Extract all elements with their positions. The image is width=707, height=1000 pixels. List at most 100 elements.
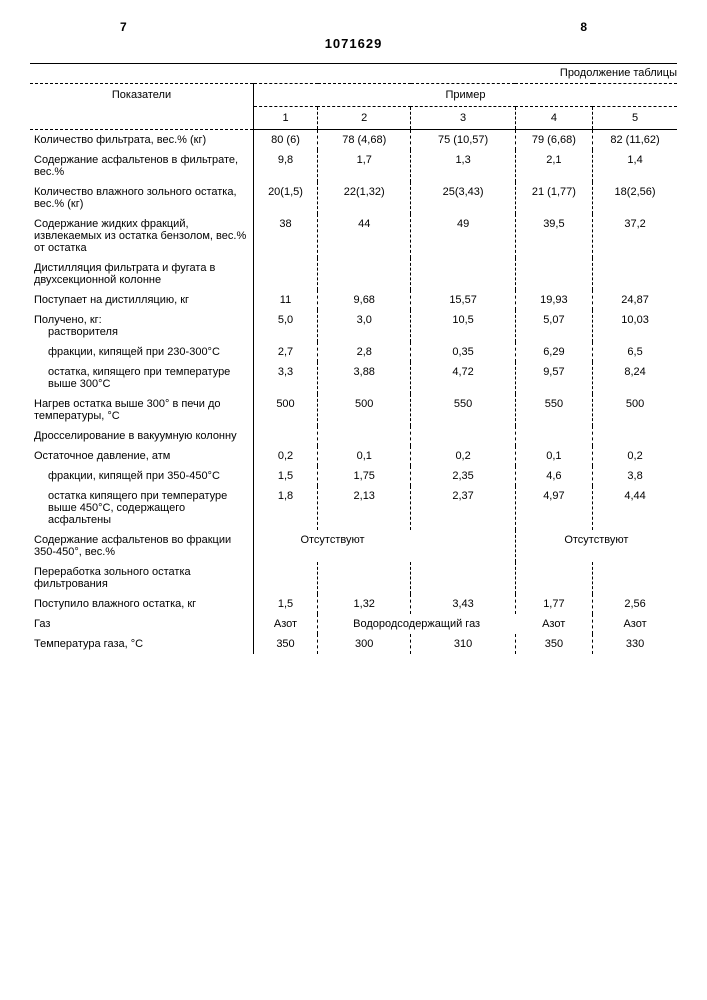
row-val: 2,37 [411, 486, 515, 530]
row-label: Содержание асфальтенов в фильтрате, вес.… [30, 150, 254, 182]
table-row: Получено, кг: растворителя 5,0 3,0 10,5 … [30, 310, 677, 342]
row-val [593, 258, 677, 290]
row-val [318, 258, 411, 290]
row-label: Газ [30, 614, 254, 634]
row-label: Содержание асфальтенов во фракции 350-45… [30, 530, 254, 562]
table-row: фракции, кипящей при 350-450°С 1,5 1,75 … [30, 466, 677, 486]
row-val: 10,03 [593, 310, 677, 342]
header-group: Пример [254, 84, 678, 107]
table-row: Поступает на дистилляцию, кг 11 9,68 15,… [30, 290, 677, 310]
row-val-merged: Отсутствуют [515, 530, 677, 562]
table-row: Газ Азот Водородсодержа­щий газ Азот Азо… [30, 614, 677, 634]
row-label: остатка, кипящего при температуре выше 3… [30, 362, 254, 394]
row-label: Поступает на дистилляцию, кг [30, 290, 254, 310]
row-label: фракции, кипящей при 350-450°С [30, 466, 254, 486]
row-val [254, 258, 318, 290]
page-right: 8 [580, 20, 587, 34]
row-val-merged: Отсутствуют [254, 530, 411, 562]
row-label-sub: растворителя [34, 326, 249, 338]
row-val: 20(1,5) [254, 182, 318, 214]
row-val: 0,2 [254, 446, 318, 466]
header-param: Показатели [30, 84, 254, 130]
row-val: 10,5 [411, 310, 515, 342]
row-val [593, 426, 677, 446]
row-val: 79 (6,68) [515, 130, 592, 151]
row-val [318, 426, 411, 446]
row-val: 5,0 [254, 310, 318, 342]
row-val: 25(3,43) [411, 182, 515, 214]
row-val: 44 [318, 214, 411, 258]
row-val: 2,13 [318, 486, 411, 530]
row-val: 1,4 [593, 150, 677, 182]
row-val: 350 [515, 634, 592, 654]
row-val: 1,77 [515, 594, 592, 614]
row-val: 0,1 [318, 446, 411, 466]
row-label: Содержание жидких фракций, извлекаемых и… [30, 214, 254, 258]
row-label: Получено, кг: растворителя [30, 310, 254, 342]
row-label: Нагрев остатка выше 300° в печи до темпе… [30, 394, 254, 426]
row-val: 49 [411, 214, 515, 258]
row-val: 22(1,32) [318, 182, 411, 214]
row-val: 21 (1,77) [515, 182, 592, 214]
row-val: 5,07 [515, 310, 592, 342]
header-col-4: 4 [515, 107, 592, 130]
row-val: 330 [593, 634, 677, 654]
row-val: 75 (10,57) [411, 130, 515, 151]
row-val: 300 [318, 634, 411, 654]
row-val: 82 (11,62) [593, 130, 677, 151]
row-label: Остаточное давление, атм [30, 446, 254, 466]
row-label: Температура газа, °С [30, 634, 254, 654]
row-label: Поступило влажного остатка, кг [30, 594, 254, 614]
row-val: 1,5 [254, 466, 318, 486]
row-val: 0,2 [411, 446, 515, 466]
row-val: 9,68 [318, 290, 411, 310]
page-left: 7 [120, 20, 127, 34]
row-val: 2,35 [411, 466, 515, 486]
row-val: 4,6 [515, 466, 592, 486]
row-val [318, 562, 411, 594]
row-val: 19,93 [515, 290, 592, 310]
row-val: 3,88 [318, 362, 411, 394]
row-val [515, 562, 592, 594]
row-val: Азот [515, 614, 592, 634]
row-val [411, 562, 515, 594]
header-col-1: 1 [254, 107, 318, 130]
row-val: 2,56 [593, 594, 677, 614]
row-val: 1,8 [254, 486, 318, 530]
table-row: фракции, кипящей при 230-300°С 2,7 2,8 0… [30, 342, 677, 362]
row-val: 24,87 [593, 290, 677, 310]
row-val [254, 426, 318, 446]
table-row: Дистилляция фильтрата и фугата в двухсек… [30, 258, 677, 290]
document-number: 1071629 [30, 36, 677, 51]
table-row: Поступило влажного остатка, кг 1,5 1,32 … [30, 594, 677, 614]
row-val: 2,8 [318, 342, 411, 362]
row-label: фракции, кипящей при 230-300°С [30, 342, 254, 362]
row-val: 6,29 [515, 342, 592, 362]
row-val: 15,57 [411, 290, 515, 310]
row-label: остатка кипящего при температуре выше 45… [30, 486, 254, 530]
row-val: 11 [254, 290, 318, 310]
row-val: 37,2 [593, 214, 677, 258]
row-label: Количество влажного золь­ного остатка, в… [30, 182, 254, 214]
row-val: 1,3 [411, 150, 515, 182]
row-val: 310 [411, 634, 515, 654]
row-val: 350 [254, 634, 318, 654]
page-numbers: 7 8 [30, 20, 677, 34]
row-val [411, 258, 515, 290]
row-label-main: Получено, кг: [34, 314, 102, 326]
header-col-2: 2 [318, 107, 411, 130]
table-row: Переработка зольного остат­ка фильтрован… [30, 562, 677, 594]
table-row: Температура газа, °С 350 300 310 350 330 [30, 634, 677, 654]
row-val: 38 [254, 214, 318, 258]
table-row: Остаточное давление, атм 0,2 0,1 0,2 0,1… [30, 446, 677, 466]
row-val: 0,2 [593, 446, 677, 466]
row-val: 1,7 [318, 150, 411, 182]
row-val: 9,8 [254, 150, 318, 182]
table-continuation: Продолжение таблицы [30, 63, 677, 79]
row-val: 8,24 [593, 362, 677, 394]
row-label: Дистилляция фильтрата и фугата в двухсек… [30, 258, 254, 290]
table-row: Содержание асфальтенов в фильтрате, вес.… [30, 150, 677, 182]
table-row: Содержание жидких фракций, извлекаемых и… [30, 214, 677, 258]
row-val: 1,32 [318, 594, 411, 614]
table-row: остатка кипящего при температуре выше 45… [30, 486, 677, 530]
